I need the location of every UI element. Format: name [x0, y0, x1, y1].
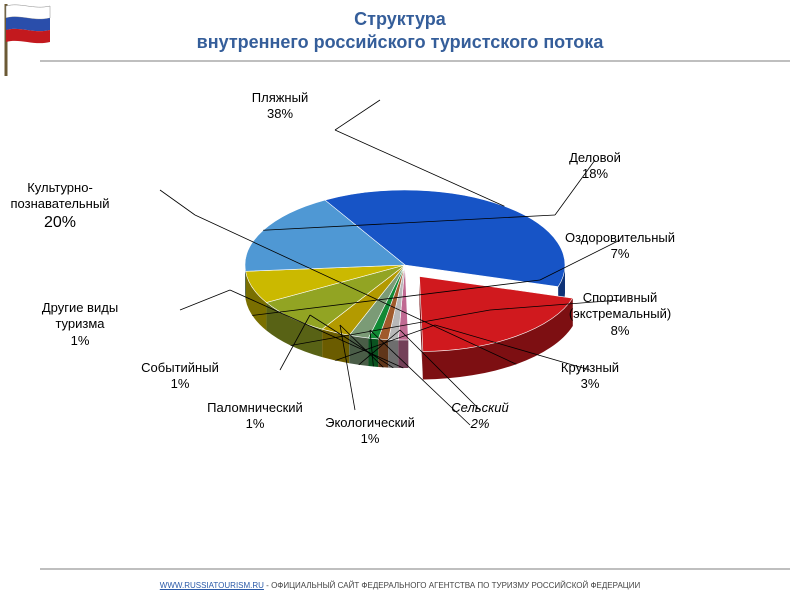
title-line-1: Структура: [354, 9, 446, 29]
slice-label-pct: 7%: [555, 246, 685, 262]
page-title: Структура внутреннего российского турист…: [0, 8, 800, 55]
slice-label-text: Оздоровительный: [565, 230, 675, 245]
divider-bottom: [40, 568, 790, 570]
footer: WWW.RUSSIATOURISM.RU - ОФИЦИАЛЬНЫЙ САЙТ …: [0, 581, 800, 590]
footer-text: - ОФИЦИАЛЬНЫЙ САЙТ ФЕДЕРАЛЬНОГО АГЕНТСТВ…: [264, 581, 640, 590]
slice-label-pct: 1%: [305, 431, 435, 447]
slice-label-rural: Сельский2%: [415, 400, 545, 433]
slice-label-beach: Пляжный38%: [215, 90, 345, 123]
pie-chart: Пляжный38% Культурно- познавательный20% Др…: [0, 70, 800, 550]
slice-label-sport: Спортивный (экстремальный) 8%: [555, 290, 685, 339]
footer-link[interactable]: WWW.RUSSIATOURISM.RU: [160, 581, 264, 590]
slice-label-pct: 8%: [555, 323, 685, 339]
title-line-2: внутреннего российского туристского пото…: [197, 32, 604, 52]
slice-label-health: Оздоровительный7%: [555, 230, 685, 263]
slice-label-pct: 2%: [415, 416, 545, 432]
slice-label-pilgrim: Паломнический1%: [190, 400, 320, 433]
slice-label-cultural: Культурно- познавательный20%: [0, 180, 125, 233]
slice-label-pct: 1%: [190, 416, 320, 432]
slice-label-text: Культурно- познавательный: [11, 180, 110, 211]
slice-label-pct: 1%: [115, 376, 245, 392]
slice-label-text: Деловой: [569, 150, 621, 165]
slice-label-event: Событийный1%: [115, 360, 245, 393]
slice-label-text: Событийный: [141, 360, 219, 375]
slice-label-cruise: Круизный3%: [525, 360, 655, 393]
divider-top: [40, 60, 790, 62]
slice-label-business: Деловой18%: [530, 150, 660, 183]
slice-label-text: Круизный: [561, 360, 619, 375]
slice-label-text: Спортивный (экстремальный): [569, 290, 671, 321]
slice-label-text: Пляжный: [252, 90, 308, 105]
slice-label-text: Паломнический: [207, 400, 303, 415]
slice-label-text: Другие виды туризма: [42, 300, 118, 331]
slice-label-pct: 20%: [0, 213, 125, 233]
slice-label-pct: 1%: [15, 333, 145, 349]
slice-label-text: Экологический: [325, 415, 415, 430]
slice-label-pct: 18%: [530, 166, 660, 182]
slice-label-pct: 38%: [215, 106, 345, 122]
slice-label-text: Сельский: [451, 400, 508, 415]
slice-label-pct: 3%: [525, 376, 655, 392]
slice-label-other: Другие виды туризма 1%: [15, 300, 145, 349]
